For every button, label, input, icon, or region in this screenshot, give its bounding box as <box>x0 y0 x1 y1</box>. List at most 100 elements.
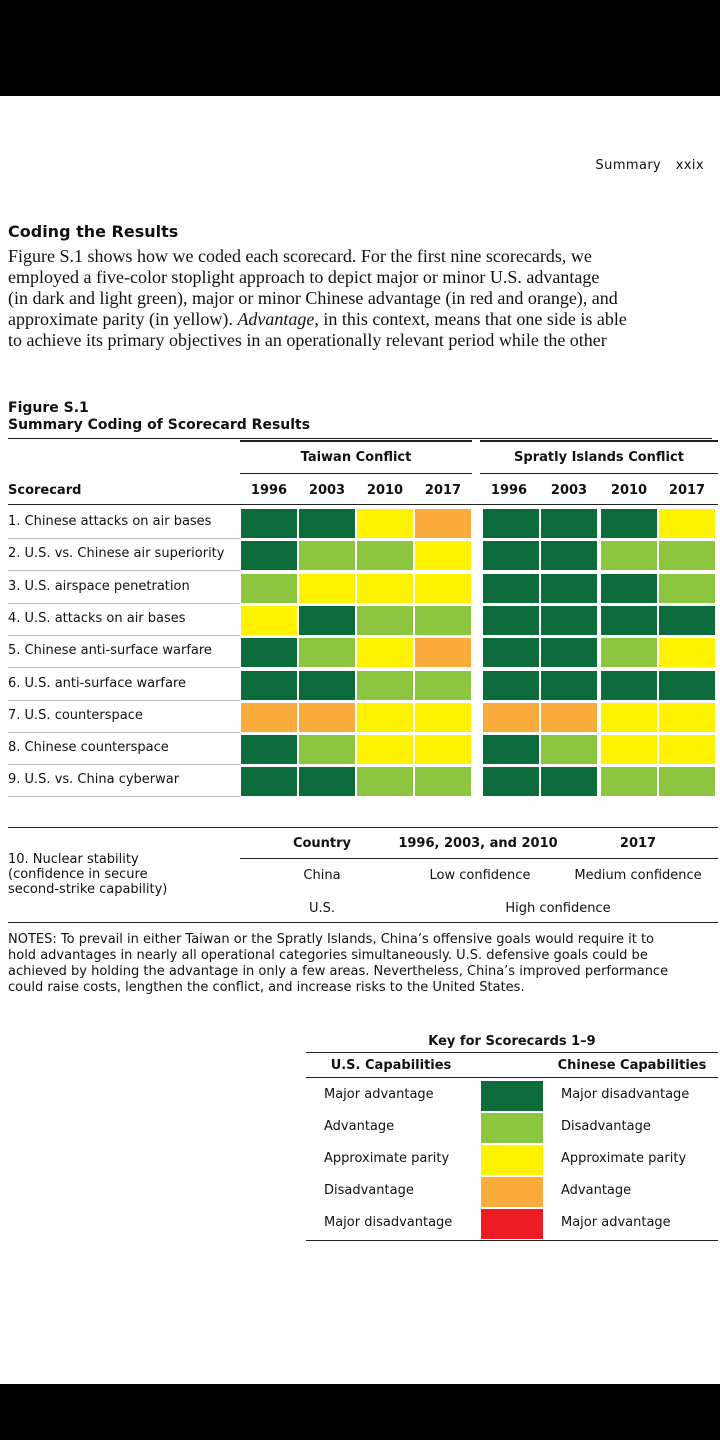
notes-line: hold advantages in nearly all operationa… <box>8 948 648 963</box>
score-cell <box>659 573 715 603</box>
spratly-group-header: Spratly Islands Conflict <box>514 450 684 465</box>
score-cell <box>541 670 597 700</box>
taiwan-group-header: Taiwan Conflict <box>300 450 412 465</box>
score-cell <box>415 541 471 571</box>
figure-label: Figure S.1 <box>8 400 89 416</box>
scorecard-row-label: 9. U.S. vs. China cyberwar <box>8 772 180 788</box>
row-divider <box>8 634 240 636</box>
paragraph-fragment: , in this context, means that one side i… <box>314 309 627 329</box>
score-cell <box>659 670 715 700</box>
row-divider <box>8 538 240 539</box>
score-cell <box>241 573 297 603</box>
spratly-sub-rule <box>480 473 718 474</box>
score-cell <box>601 541 657 571</box>
row-divider <box>8 699 240 701</box>
score-cell <box>601 735 657 765</box>
key-color-swatch <box>481 1081 543 1111</box>
score-cell <box>541 638 597 668</box>
score-cell <box>601 509 657 538</box>
key-bottom-rule <box>306 1240 718 1241</box>
nuclear-row-label: 10. Nuclear stability (confidence in sec… <box>8 852 167 897</box>
scorecard-row-label: 4. U.S. attacks on air bases <box>8 610 186 626</box>
paragraph-fragment: approximate parity (in yellow). <box>8 309 238 329</box>
score-cell <box>357 605 413 635</box>
score-cell <box>483 767 539 797</box>
key-us-header: U.S. Capabilities <box>330 1058 452 1073</box>
score-cell <box>299 670 355 700</box>
key-color-swatch <box>481 1209 543 1239</box>
score-cell <box>241 702 297 732</box>
score-cell <box>241 670 297 700</box>
score-cell <box>357 702 413 732</box>
score-cell <box>299 702 355 732</box>
score-cell <box>483 638 539 668</box>
score-cell <box>415 605 471 635</box>
score-cell <box>415 670 471 700</box>
row-divider <box>8 570 240 572</box>
scorecard-row-label: 5. Chinese anti-surface warfare <box>8 643 212 659</box>
body-paragraph: Figure S.1 shows how we coded each score… <box>8 246 718 351</box>
score-cell <box>483 702 539 732</box>
score-cell <box>241 509 297 538</box>
score-cell <box>601 573 657 603</box>
year-header: 2017 <box>668 483 706 498</box>
paragraph-line: employed a five-color stoplight approach… <box>8 267 600 287</box>
score-cell <box>241 541 297 571</box>
notes-line: could raise costs, lengthen the conflict… <box>8 980 525 995</box>
row-divider <box>8 764 240 766</box>
year-header: 2010 <box>366 483 404 498</box>
score-cell <box>659 638 715 668</box>
year-header: 2010 <box>610 483 648 498</box>
score-cell <box>601 767 657 797</box>
paragraph-line: to achieve its primary objectives in an … <box>8 330 607 350</box>
score-cell <box>541 735 597 765</box>
row-divider <box>8 667 240 669</box>
score-cell <box>415 509 471 538</box>
figure-title: Summary Coding of Scorecard Results <box>8 417 311 433</box>
key-color-swatch <box>481 1113 543 1143</box>
section-title: Coding the Results <box>8 222 179 241</box>
score-cell <box>415 702 471 732</box>
score-cell <box>415 638 471 668</box>
score-cell <box>601 605 657 635</box>
paragraph-italic-term: Advantage <box>237 309 315 329</box>
score-cell <box>541 702 597 732</box>
header-section: Summary <box>595 158 662 173</box>
scorecard-row-label: 2. U.S. vs. Chinese air superiority <box>8 546 225 562</box>
paragraph-line: approximate parity (in yellow). Advantag… <box>8 309 718 330</box>
nuclear-china-2017: Medium confidence <box>574 868 702 883</box>
score-cell <box>241 735 297 765</box>
nuclear-top-rule <box>8 827 718 828</box>
score-cell <box>357 573 413 603</box>
nuclear-early-header: 1996, 2003, and 2010 <box>398 836 558 851</box>
score-cell <box>415 573 471 603</box>
score-cell <box>357 767 413 797</box>
score-cell <box>299 541 355 571</box>
score-cell <box>299 767 355 797</box>
notes-line: achieved by holding the advantage in onl… <box>8 964 669 979</box>
key-cn-label: Major advantage <box>561 1215 671 1230</box>
key-cn-label: Approximate parity <box>561 1151 687 1166</box>
score-cell <box>357 670 413 700</box>
score-cell <box>659 605 715 635</box>
score-cell <box>483 541 539 571</box>
score-cell <box>415 767 471 797</box>
score-cell <box>541 541 597 571</box>
nuclear-china-early: Low confidence <box>429 868 531 883</box>
paragraph-line: Figure S.1 shows how we coded each score… <box>8 246 592 266</box>
nuclear-bottom-rule <box>8 922 718 923</box>
key-cn-label: Advantage <box>561 1183 632 1198</box>
year-header: 1996 <box>490 483 528 498</box>
score-cell <box>241 605 297 635</box>
score-cell <box>299 573 355 603</box>
table-header-rule <box>8 504 718 505</box>
nuclear-china-label: China <box>303 868 341 883</box>
year-header: 2017 <box>424 483 462 498</box>
nuclear-us-label: U.S. <box>308 901 336 916</box>
scorecard-row-label: 3. U.S. airspace penetration <box>8 578 190 594</box>
nuclear-country-header: Country <box>292 836 352 851</box>
row-divider <box>8 602 240 604</box>
year-header: 1996 <box>250 483 288 498</box>
score-cell <box>415 735 471 765</box>
score-cell <box>299 735 355 765</box>
